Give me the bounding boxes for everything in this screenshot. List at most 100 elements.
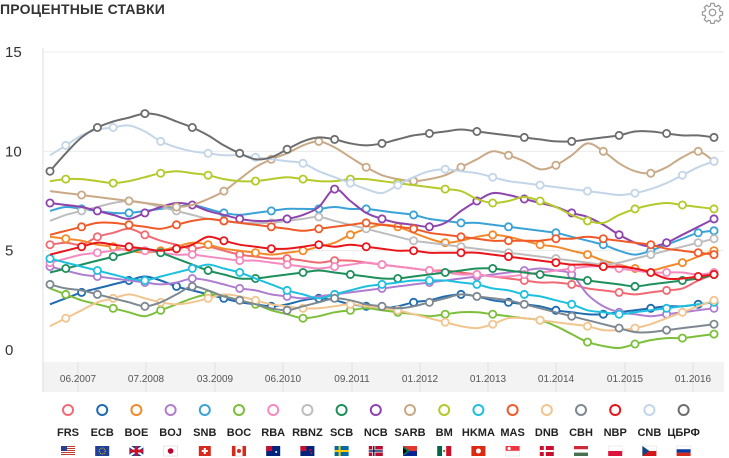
legend-item-dnb[interactable]: DNB [535, 404, 559, 456]
data-point [614, 287, 624, 297]
data-point [282, 305, 292, 315]
data-point [361, 242, 371, 252]
y-tick-label: 15 [5, 44, 22, 61]
legend-item-ecb[interactable]: ECB [91, 404, 114, 456]
legend-marker [575, 404, 587, 416]
data-point [709, 156, 719, 166]
legend-label: BM [436, 427, 453, 439]
legend-label: SARB [394, 427, 425, 439]
legend-item-цбрф[interactable]: ЦБРФ [667, 404, 700, 456]
data-point [361, 162, 371, 172]
data-point [330, 293, 340, 303]
data-point [45, 254, 55, 264]
data-point [693, 228, 703, 238]
legend[interactable]: FRS ECB BOE BOJ SNB BOC RBA RBNZ SCB NCB SARB BM HKM… [57, 404, 700, 457]
data-point [156, 305, 166, 315]
data-point [535, 315, 545, 325]
legend-label: BOE [124, 427, 148, 439]
gear-icon[interactable] [701, 1, 724, 24]
data-point [108, 178, 118, 188]
plot-background [42, 48, 724, 392]
data-point [630, 339, 640, 349]
data-point [45, 198, 55, 208]
data-point [677, 170, 687, 180]
data-point [361, 218, 371, 228]
series-cnb [49, 123, 719, 198]
data-point [77, 242, 87, 252]
legend-item-scb[interactable]: SCB [330, 404, 353, 456]
x-tick-label: 01.2016 [675, 374, 712, 385]
legend-marker [164, 404, 177, 416]
data-point [61, 234, 71, 244]
data-point [266, 206, 276, 216]
legend-item-cbh[interactable]: CBH [569, 404, 593, 456]
data-point [377, 214, 387, 224]
data-point [535, 180, 545, 190]
data-point [551, 160, 561, 170]
data-point [330, 262, 340, 272]
chart-title: ПРОЦЕНТНЫЕ СТАВКИ [0, 1, 166, 17]
legend-item-bm[interactable]: BM [436, 404, 453, 456]
data-point [45, 279, 55, 289]
data-point [235, 267, 245, 277]
hu-flag [574, 446, 588, 456]
data-point [646, 250, 656, 260]
data-point [140, 230, 150, 240]
data-point [314, 136, 324, 146]
data-point [503, 236, 513, 246]
series-sarb [49, 136, 719, 212]
data-point [456, 232, 466, 242]
legend-item-snb[interactable]: SNB [193, 404, 216, 456]
legend-item-boj[interactable]: BOJ [159, 404, 182, 457]
data-point [298, 158, 308, 168]
legend-item-cnb[interactable]: CNB [637, 404, 661, 456]
data-point [235, 214, 245, 224]
legend-item-nbp[interactable]: NBP [604, 404, 627, 456]
data-point [282, 260, 292, 270]
legend-item-boc[interactable]: BOC [227, 404, 252, 457]
data-point [630, 188, 640, 198]
data-point [424, 128, 434, 138]
data-point [187, 250, 197, 260]
data-point [377, 301, 387, 311]
au-flag [266, 446, 281, 456]
legend-item-sarb[interactable]: SARB [394, 404, 426, 456]
data-point [77, 222, 87, 232]
data-point [424, 265, 434, 275]
data-point [567, 299, 577, 309]
data-point [709, 269, 719, 279]
legend-item-ncb[interactable]: NCB [364, 404, 388, 456]
data-point [488, 309, 498, 319]
legend-item-mas[interactable]: MAS [500, 404, 525, 457]
data-point [235, 283, 245, 293]
data-point [677, 258, 687, 268]
legend-marker [301, 404, 314, 416]
data-point [140, 301, 150, 311]
ch-flag [198, 446, 211, 456]
data-point [282, 144, 292, 154]
data-point [92, 265, 102, 275]
data-point [203, 240, 213, 250]
data-point [298, 313, 308, 323]
cz-flag [642, 445, 657, 456]
data-point [646, 168, 656, 178]
data-point [693, 271, 703, 281]
legend-item-boe[interactable]: BOE [124, 404, 148, 457]
data-point [456, 162, 466, 172]
data-point [551, 258, 561, 268]
data-point [503, 222, 513, 232]
data-point [140, 208, 150, 218]
dk-flag [539, 446, 554, 456]
data-point [598, 234, 608, 244]
legend-item-frs[interactable]: FRS [57, 404, 79, 455]
legend-label: CNB [637, 427, 661, 439]
series-layer [45, 109, 719, 350]
data-point [503, 252, 513, 262]
data-point [456, 248, 466, 258]
legend-item-rbnz[interactable]: RBNZ [292, 404, 323, 456]
legend-item-hkma[interactable]: HKMA [462, 404, 495, 456]
y-tick-label: 5 [5, 243, 13, 260]
data-point [567, 279, 577, 289]
data-point [709, 204, 719, 214]
legend-item-rba[interactable]: RBA [261, 404, 285, 456]
